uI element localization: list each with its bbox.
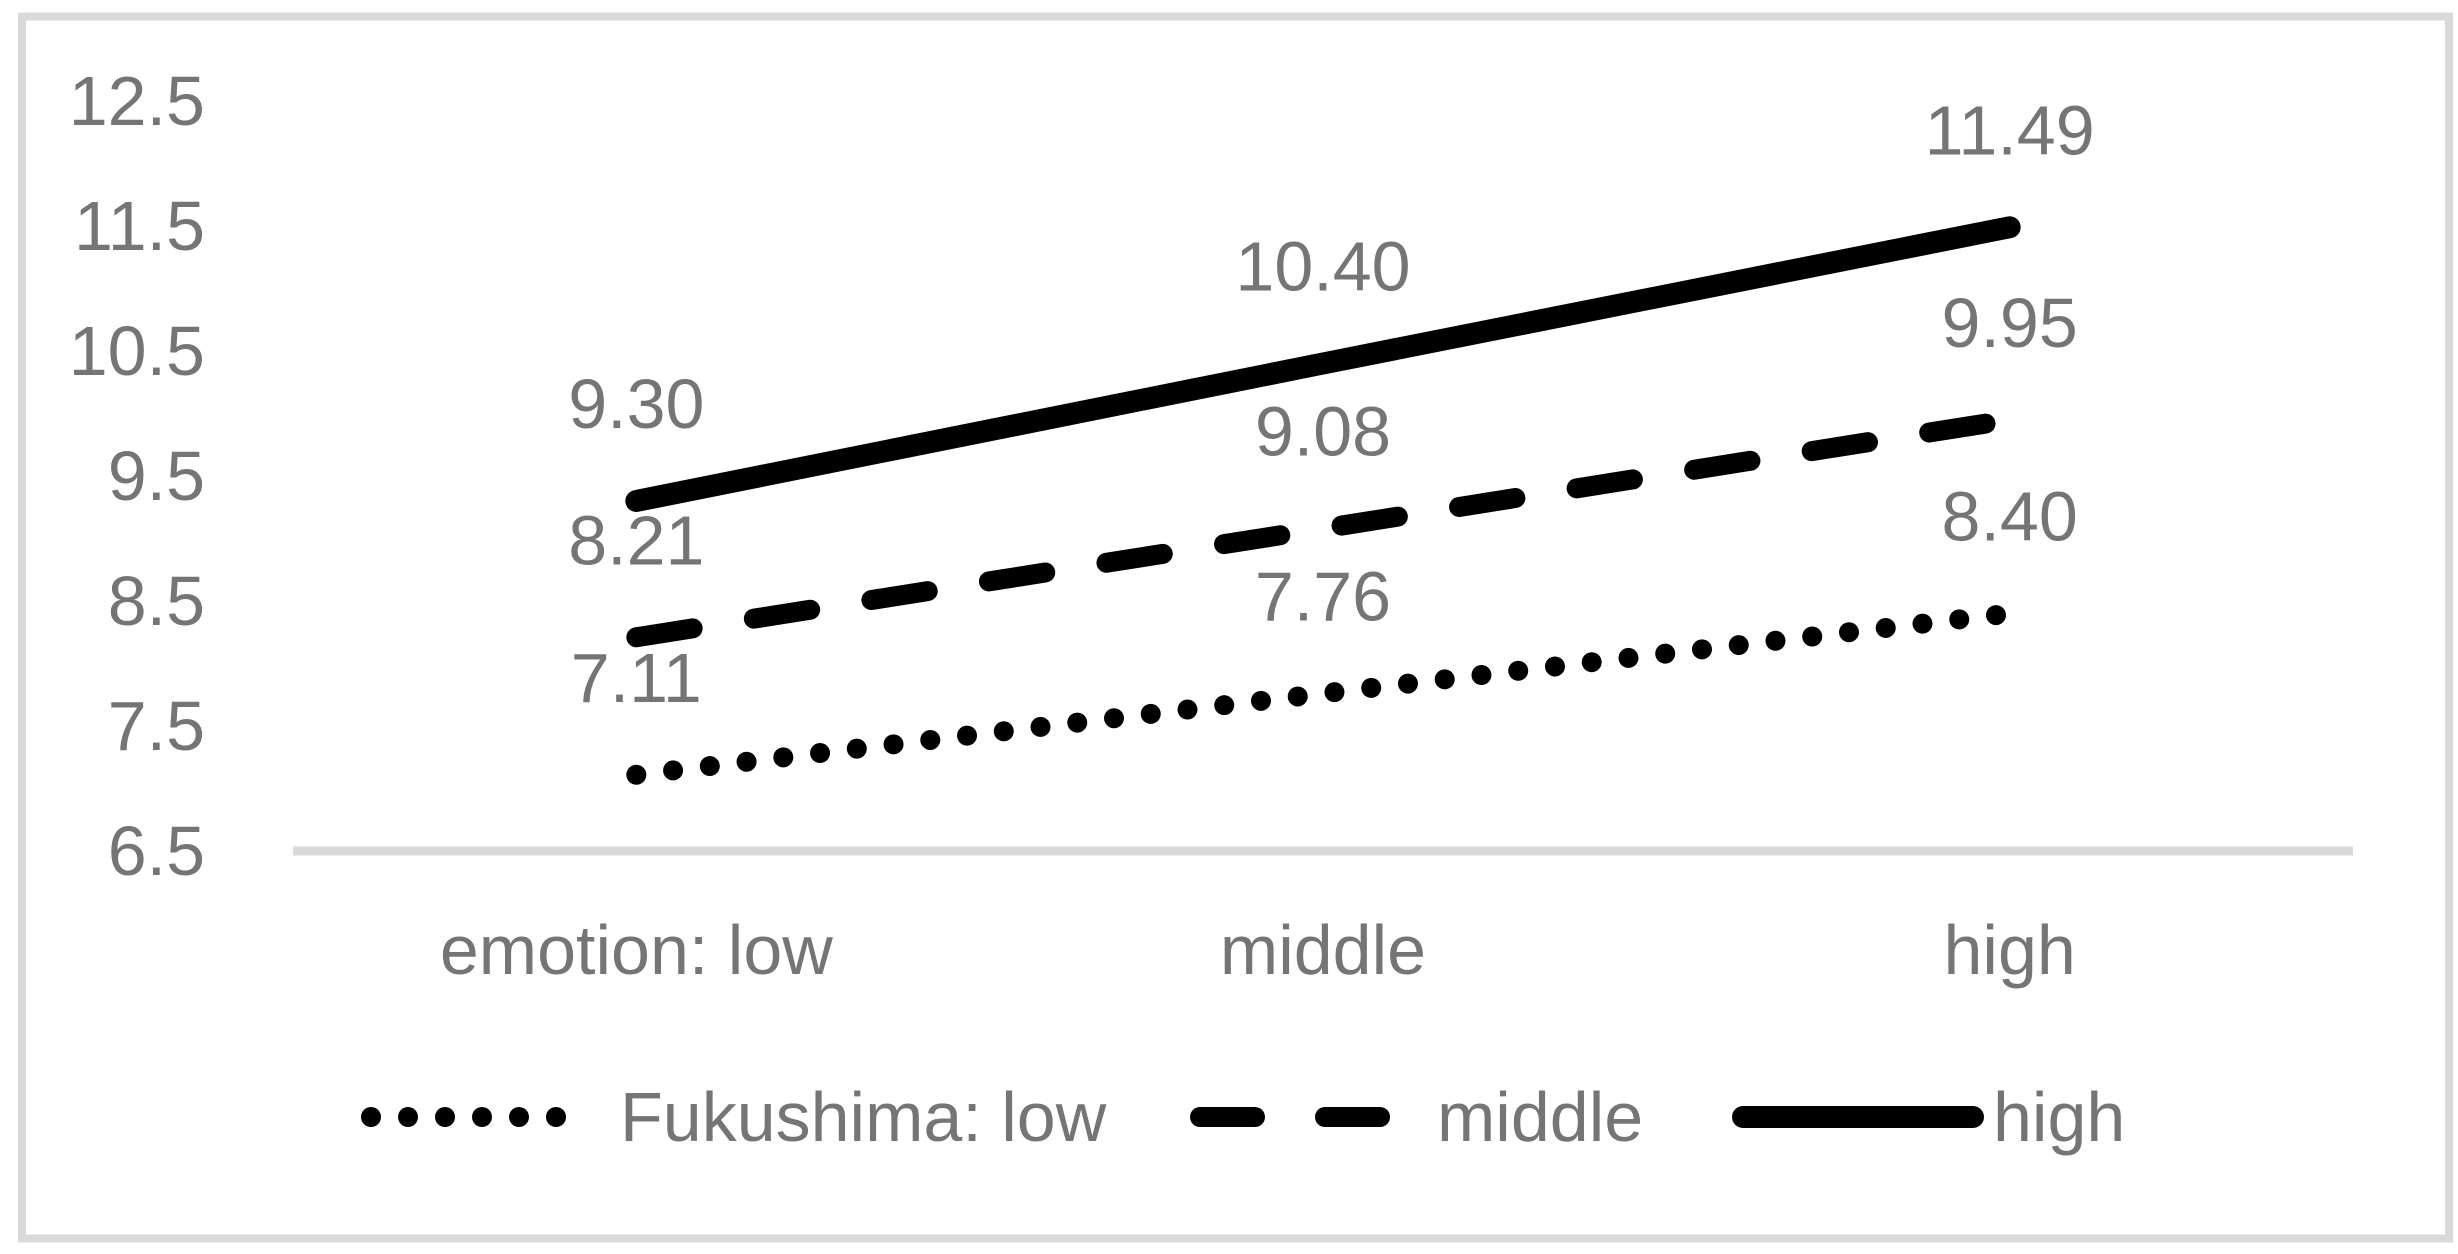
data-label-fukushima-high: 11.49: [1925, 91, 2095, 169]
chart-frame-border: [18, 12, 2453, 1243]
data-label-fukushima-middle: 9.95: [1942, 284, 2078, 362]
data-label-fukushima-middle: 8.21: [568, 501, 704, 579]
data-label-fukushima-low: 7.76: [1255, 558, 1391, 636]
data-label-fukushima-low: 7.11: [571, 639, 702, 717]
data-label-fukushima-high: 9.30: [568, 365, 704, 443]
data-label-fukushima-middle: 9.08: [1255, 393, 1391, 471]
x-axis-category-label: middle: [1220, 911, 1426, 989]
y-axis-tick-label: 7.5: [108, 687, 205, 765]
y-axis-tick-label: 8.5: [108, 562, 205, 640]
legend-label: high: [1993, 1078, 2125, 1156]
y-axis-tick-label: 9.5: [108, 437, 205, 515]
data-label-fukushima-low: 8.40: [1942, 478, 2078, 556]
y-axis-tick-label: 6.5: [108, 812, 205, 890]
x-axis-category-label: high: [1943, 911, 2075, 989]
data-label-fukushima-high: 10.40: [1235, 228, 1410, 306]
x-axis-category-label: emotion: low: [440, 911, 833, 989]
y-axis-tick-label: 12.5: [69, 62, 205, 140]
legend-label: middle: [1437, 1078, 1643, 1156]
series-line-fukushima-high: [625, 216, 2021, 512]
series-line-fukushima-middle: [626, 409, 2020, 648]
legend-label: Fukushima: low: [620, 1078, 1107, 1156]
y-axis-tick-label: 11.5: [74, 187, 205, 265]
series-line-fukushima-low: [626, 603, 2020, 785]
y-axis-tick-label: 10.5: [69, 312, 205, 390]
